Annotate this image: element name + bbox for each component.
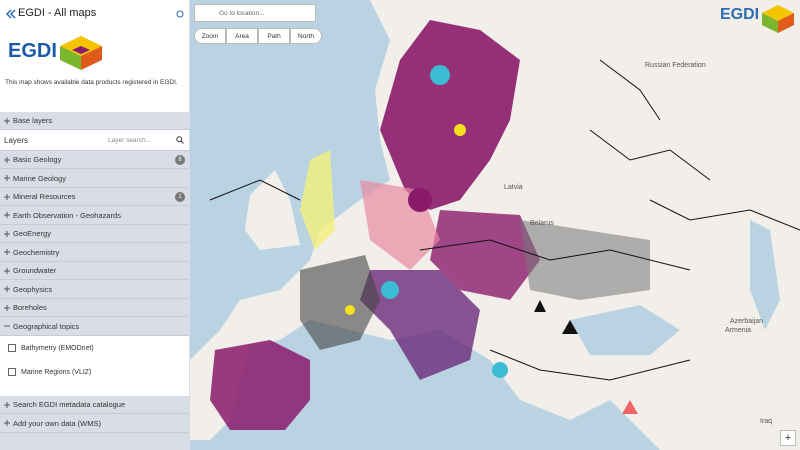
footer-link-label: Add your own data (WMS) [13,418,101,428]
footer-link[interactable]: Add your own data (WMS) [0,415,189,433]
map-label: Iraq [760,418,773,425]
france [300,255,380,350]
group-name: Earth Observation - Geohazards [13,210,121,220]
fault-lines [209,59,800,381]
group-name: Geochemistry [13,247,60,257]
tool-button[interactable]: Path [258,28,290,44]
expand-sign [4,267,10,274]
collapse-sign [4,325,10,327]
expand-sign [4,304,10,311]
layer-group[interactable]: Marine Geology [0,170,189,188]
group-name: Mineral Resources [13,192,76,201]
link-icon[interactable] [176,10,184,18]
point-markers [345,65,638,414]
checkbox[interactable] [8,344,16,352]
expand-sign [4,286,10,292]
header-title: EGDI - All maps [18,7,97,19]
group-name: Geographical topics [13,321,80,331]
iberia [210,340,310,430]
layer-item-label: Bathymetry (EMODnet) [21,344,94,352]
mediterranean [290,380,610,450]
caspian [750,220,780,330]
expand-sign [4,420,10,426]
layer-group[interactable]: Geographical topics [0,318,189,336]
layers-label: Layers [4,135,29,145]
tool-label: Path [267,32,281,40]
layer-item[interactable]: Marine Regions (VLIZ) [8,368,91,376]
location-search[interactable]: Go to location... [194,4,316,22]
map-label: Russian Federation [645,62,706,69]
group-name: GeoEnergy [13,229,51,238]
layer-item-label: Marine Regions (VLIZ) [21,368,92,376]
layer-group[interactable]: Geochemistry [0,244,189,262]
group-count: 1 [175,191,185,202]
expand-sign [4,175,10,181]
map-label: Armenia [725,327,752,334]
layer-group[interactable]: Groundwater [0,262,189,280]
expand-sign [4,249,10,255]
layer-group[interactable]: GeoEnergy [0,225,189,243]
group-count: 8 [175,154,185,165]
map-canvas [190,0,800,450]
layer-group[interactable]: Mineral Resources 1 [0,188,189,206]
black-sea [570,305,680,355]
layer-search[interactable]: Layer search... [108,136,151,144]
tool-label: Zoom [201,32,219,40]
ukraine [520,220,650,300]
map-label: Latvia [504,184,523,191]
uk [245,170,300,250]
group-name: Basic Geology [13,155,62,164]
tool-label: Area [235,32,249,40]
tool-button[interactable]: North [290,28,322,44]
layer-group[interactable]: Basic Geology 8 [0,151,189,169]
base-layers-label: Base layers [13,116,53,125]
expand-sign [4,156,10,163]
expand-sign [4,117,10,124]
logo-text: EGDI [8,40,57,62]
scandinavia [380,20,520,210]
layer-group[interactable]: Boreholes [0,299,189,317]
base-layers[interactable]: Base layers [0,112,189,130]
map-label: Belarus [530,220,554,227]
footer-link[interactable]: Search EGDI metadata catalogue [0,396,189,414]
central-europe [430,210,540,300]
layer-group[interactable]: Earth Observation - Geohazards [0,207,189,225]
expand-sign [4,401,10,408]
logo-cube [60,36,102,70]
tool-button[interactable]: Zoom [194,28,226,44]
map[interactable]: Go to location... Zoom Area Path North EGDI… [190,0,800,450]
expand-sign [4,230,10,237]
tool-button[interactable]: Area [226,28,258,44]
expand-sign [4,212,10,218]
group-name: Geophysics [13,284,53,294]
group-name: Marine Geology [13,173,66,183]
zoom-in[interactable]: + [780,430,796,446]
map-logo: EGDI [720,6,760,23]
footer-link-label: Search EGDI metadata catalogue [13,400,126,409]
description: This map shows available data products r… [5,79,178,86]
location-placeholder: Go to location... [219,9,265,17]
group-name: Groundwater [13,266,57,275]
search-icon[interactable] [176,136,184,144]
expand-sign [4,193,10,200]
tool-label: North [298,32,314,40]
collapse-icon[interactable] [6,9,16,19]
group-name: Boreholes [13,303,47,312]
group-items: Bathymetry (EMODnet) Marine Regions (VLIZ… [0,336,189,396]
sidebar: EGDI - All maps EGDI This map shows avai… [0,0,190,450]
layer-item[interactable]: Bathymetry (EMODnet) [8,344,94,352]
checkbox[interactable] [8,368,16,376]
layers-header: Layers Layer search... [0,130,189,151]
header: EGDI - All maps EGDI This map shows avai… [0,0,189,112]
layer-group[interactable]: Geophysics [0,281,189,299]
geology-yellow [300,150,335,250]
map-logo-cube [762,5,794,33]
map-label: Azerbaijan [730,318,764,325]
